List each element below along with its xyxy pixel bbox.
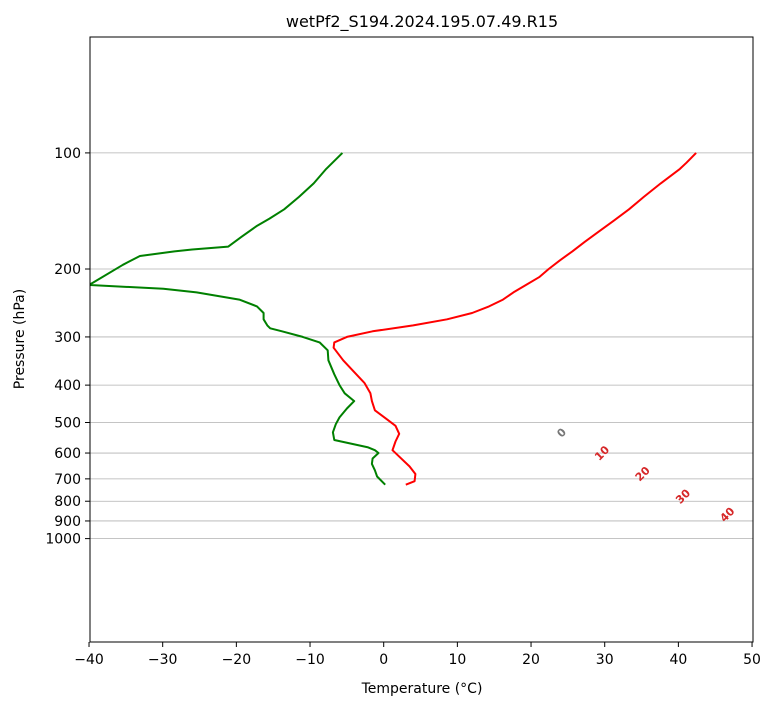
isobars	[90, 152, 753, 540]
dewpoint-trace	[90, 152, 386, 486]
y-tick-label: 800	[54, 494, 81, 510]
y-axis-label: Pressure (hPa)	[12, 289, 28, 389]
mixing-ratio-label: 1.5	[0, 409, 10, 422]
dry-adiabat-label: -20	[0, 383, 10, 396]
x-tick-label: 20	[522, 652, 540, 668]
dry-adiabat-label: -10	[0, 403, 10, 416]
x-tick-label: −20	[222, 652, 252, 668]
x-tick-label: −30	[148, 652, 178, 668]
dry-adiabat-label: -70	[0, 240, 10, 253]
y-tick-label: 700	[54, 472, 81, 488]
x-axis-label: Temperature (°C)	[361, 681, 483, 697]
mixing-ratio-label: 25	[0, 409, 8, 422]
y-tick-label: 900	[54, 514, 81, 530]
dry-adiabat-label: -90	[0, 189, 10, 202]
y-tick-label: 500	[54, 416, 81, 432]
mixing-ratio-label: 4	[0, 409, 4, 422]
dry-adiabat-label: -40	[0, 328, 10, 341]
mixing-ratio-label: 30	[0, 409, 8, 422]
mixing-ratio-label: 13	[0, 409, 8, 422]
mixing-ratio-label: 2	[0, 409, 4, 422]
mixing-ratio-label: 8	[0, 409, 4, 422]
y-tick-label: 1000	[45, 532, 81, 548]
moist-adiabat-label: 0	[554, 425, 569, 440]
dry-adiabat-label: -30	[0, 357, 10, 370]
y-tick-label: 600	[54, 446, 81, 462]
y-axis-ticks: 100 200 300 400 500 600 700 800 900 1000	[45, 146, 90, 548]
x-axis-ticks: −40 −30 −20 −10 0 10 20 30 40 50	[74, 642, 761, 668]
x-tick-label: −10	[295, 652, 325, 668]
mixing-ratio-label: 3	[0, 409, 4, 422]
plot-area: 0.10.20.40.611.52346810131620253036-100-…	[0, 152, 753, 540]
x-tick-label: −40	[74, 652, 104, 668]
moist-adiabat-label: 10	[592, 443, 612, 463]
dry-adiabat-label: -50	[0, 296, 10, 309]
y-tick-label: 300	[54, 330, 81, 346]
mixing-ratio-label: 36	[0, 409, 8, 422]
x-tick-label: 30	[596, 652, 614, 668]
x-tick-label: 0	[379, 652, 388, 668]
profile-traces	[90, 152, 697, 486]
y-tick-label: 200	[54, 262, 81, 278]
x-tick-label: 40	[669, 652, 687, 668]
mixing-ratio-label: 20	[0, 409, 8, 422]
chart-title: wetPf2_S194.2024.195.07.49.R15	[286, 12, 558, 32]
moist-adiabat-label: 30	[673, 486, 693, 506]
dry-adiabat-label: -100	[0, 163, 14, 176]
y-tick-label: 400	[54, 378, 81, 394]
mixing-ratio-label: 0.2	[0, 409, 10, 422]
mixing-ratio-label: 0.4	[0, 409, 10, 422]
moist-adiabat-label: 20	[633, 464, 653, 484]
temperature-trace	[332, 152, 697, 486]
mixing-ratio-label: 1	[0, 409, 4, 422]
y-tick-label: 100	[54, 146, 81, 162]
mixing-ratio-label: 6	[0, 409, 4, 422]
mixing-ratio-label: 10	[0, 409, 8, 422]
x-tick-label: 50	[743, 652, 761, 668]
moist-adiabat-label: 40	[717, 504, 737, 524]
x-tick-label: 10	[448, 652, 466, 668]
mixing-ratio-label: 0.1	[0, 409, 10, 422]
dry-adiabat-label: -60	[0, 265, 10, 278]
plot-frame	[89, 36, 754, 643]
mixing-ratio-label: 0.6	[0, 409, 10, 422]
dry-adiabat-label: -80	[0, 217, 10, 230]
reference-line-labels: 0.10.20.40.611.52346810131620253036-100-…	[0, 163, 737, 524]
mixing-ratio-label: 16	[0, 409, 8, 422]
